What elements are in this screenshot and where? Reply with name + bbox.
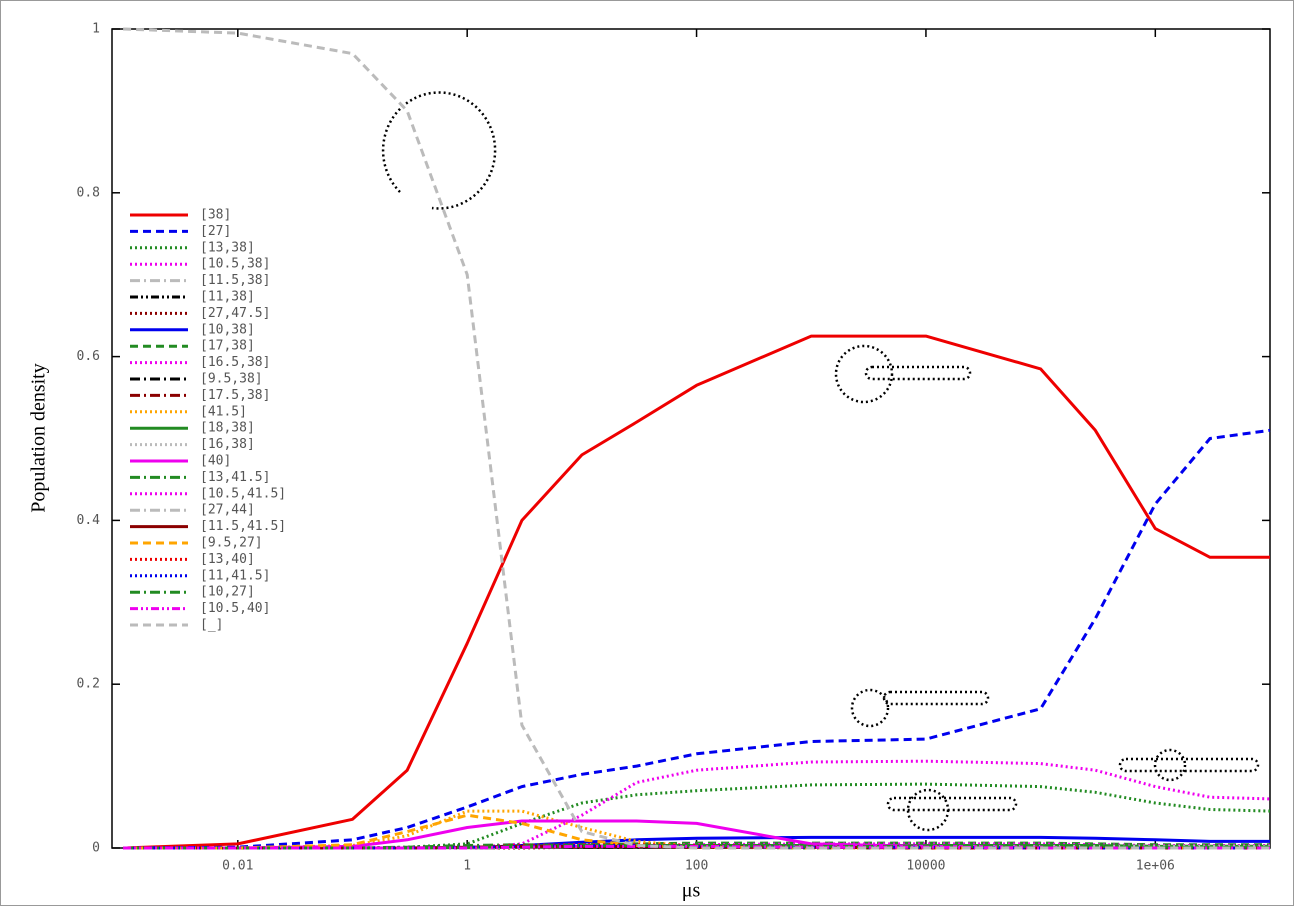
legend-label: [11,41.5]: [200, 568, 270, 583]
y-axis-title: Population density: [28, 363, 50, 512]
legend-label: [13,41.5]: [200, 470, 270, 485]
series-line: [123, 27, 1270, 850]
series-line: [123, 334, 1270, 850]
legend-label: [10,38]: [200, 322, 255, 337]
y-tick-label: 1: [92, 22, 100, 37]
legend-label: [9.5,38]: [200, 372, 263, 387]
legend-label: [27]: [200, 224, 231, 239]
x-tick-label: 10000: [906, 859, 945, 874]
y-tick-label: 0.8: [77, 185, 100, 200]
x-tick-label: 0.01: [222, 859, 253, 874]
structure-icon: [1118, 757, 1260, 773]
x-tick-label: 1e+06: [1136, 859, 1175, 874]
legend-label: [13,40]: [200, 552, 255, 567]
structure-icon: [834, 344, 894, 404]
legend-label: [9.5,27]: [200, 536, 263, 551]
legend-label: [40]: [200, 454, 231, 469]
structure-icon: [886, 796, 1018, 812]
x-tick-label: 100: [685, 859, 708, 874]
y-tick-label: 0.6: [77, 349, 100, 364]
legend-label: [17,38]: [200, 339, 255, 354]
series-line: [123, 841, 1270, 850]
series-line: [123, 844, 1270, 850]
legend-label: [13,38]: [200, 240, 255, 255]
legend-label: [11.5,38]: [200, 273, 270, 288]
legend-label: [10.5,38]: [200, 257, 270, 272]
legend-label: [27,47.5]: [200, 306, 270, 321]
structure-icon: [864, 365, 972, 381]
structure-icon: [1153, 748, 1187, 782]
legend-label: [16.5,38]: [200, 355, 270, 370]
legend-label: [16,38]: [200, 437, 255, 452]
y-tick-label: 0.4: [77, 513, 101, 528]
legend-label: [27,44]: [200, 503, 255, 518]
x-axis-title: μs: [682, 880, 701, 902]
y-tick-label: 0.2: [77, 677, 100, 692]
structure-icon: [381, 91, 497, 210]
legend-label: [10,27]: [200, 585, 255, 600]
plot-area: [111, 28, 1271, 849]
structure-icon: [882, 690, 990, 706]
y-tick-label: 0: [92, 841, 100, 856]
series-line: [123, 428, 1271, 850]
structure-icon: [850, 688, 890, 728]
legend-label: [38]: [200, 208, 231, 223]
legend-label: [41.5]: [200, 404, 247, 419]
legend-label: [10.5,40]: [200, 601, 270, 616]
structure-icons: [381, 91, 1260, 832]
series-line: [123, 759, 1271, 850]
legend-label: [17.5,38]: [200, 388, 270, 403]
legend-label: [11.5,41.5]: [200, 519, 286, 534]
x-tick-label: 1: [463, 859, 471, 874]
legend-label: [_]: [200, 618, 223, 633]
legend-label: [10.5,41.5]: [200, 486, 286, 501]
legend-label: [11,38]: [200, 290, 255, 305]
legend-label: [18,38]: [200, 421, 255, 436]
